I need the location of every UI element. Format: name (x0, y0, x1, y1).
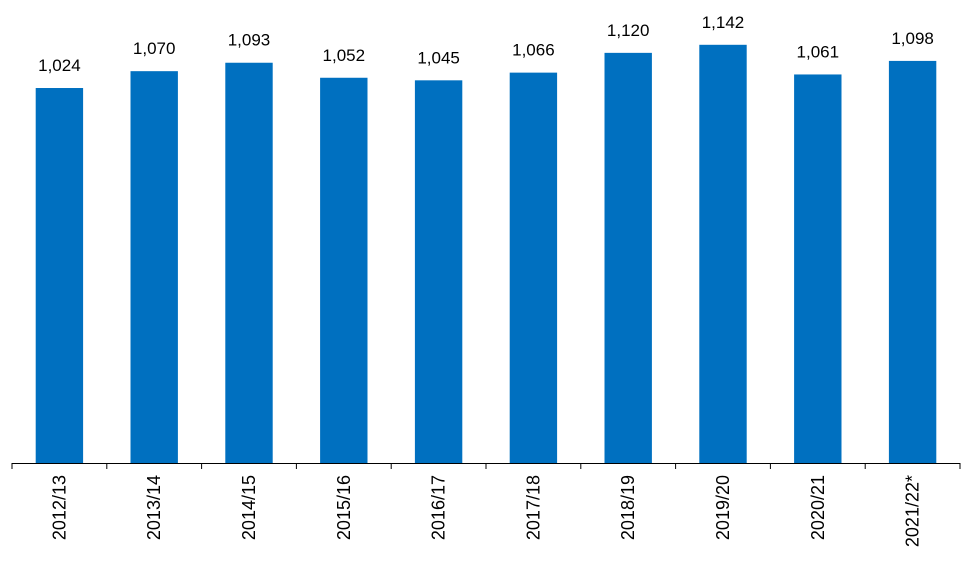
x-tick-label: 2017/18 (523, 475, 543, 540)
bar-2013-14 (130, 71, 178, 464)
bars-layer (35, 44, 937, 464)
data-label: 1,024 (38, 56, 81, 75)
x-tick-label: 2012/13 (49, 475, 69, 540)
x-tick-label: 2021/22* (903, 475, 923, 547)
bar-2016-17 (414, 80, 463, 463)
x-tick-labels: 2012/13 2013/14 2014/15 2015/16 2016/17 2017/… (49, 475, 922, 547)
bar-2019-20 (699, 44, 747, 464)
data-label: 1,052 (323, 46, 366, 65)
data-label: 1,098 (891, 29, 934, 48)
bar-2012-13 (35, 88, 84, 463)
data-label: 1,142 (702, 13, 745, 32)
x-tick-label: 2015/16 (334, 475, 354, 540)
bar-2014-15 (225, 62, 273, 464)
bar-2018-19 (604, 52, 652, 464)
data-label: 1,045 (417, 48, 460, 67)
x-tick-label: 2019/20 (713, 475, 733, 540)
x-tick-label: 2018/19 (618, 475, 638, 540)
data-label: 1,120 (607, 21, 650, 40)
data-label: 1,066 (512, 41, 555, 60)
x-tick-label: 2020/21 (808, 475, 828, 540)
x-tick-label: 2014/15 (239, 475, 259, 540)
bar-2021-22 (888, 60, 937, 463)
x-tick-label: 2016/17 (429, 475, 449, 540)
data-label: 1,070 (133, 39, 176, 58)
data-label: 1,061 (797, 42, 840, 61)
x-axis (11, 463, 961, 469)
data-label: 1,093 (228, 31, 271, 50)
bar-2017-18 (509, 72, 558, 463)
data-labels-layer: 1,024 1,070 1,093 1,052 1,045 1,066 1,120 1,142… (38, 13, 934, 75)
x-tick-label: 2013/14 (144, 475, 164, 540)
bar-2020-21 (794, 74, 842, 464)
bar-2015-16 (320, 77, 368, 463)
